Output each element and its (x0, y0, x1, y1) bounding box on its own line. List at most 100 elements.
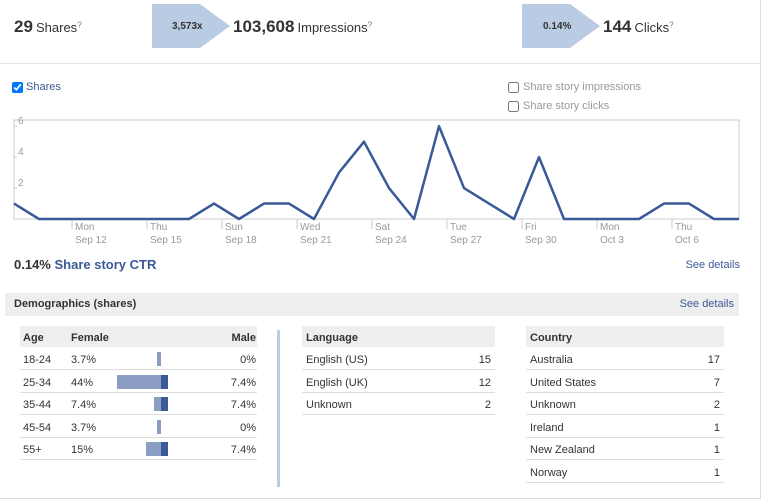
th: Country (530, 332, 573, 344)
row-line (526, 414, 724, 416)
count: 1 (713, 444, 720, 457)
count: 2 (484, 399, 491, 412)
name: Unknown (530, 399, 576, 412)
header-bg (20, 326, 257, 347)
row-line (526, 436, 724, 438)
male-bar (161, 397, 169, 412)
x-tick-label: Oct 3 (600, 235, 624, 246)
ratio: 0.14% (543, 21, 572, 32)
count: 17 (707, 354, 720, 366)
x-tick-label: Sep 21 (300, 235, 332, 246)
name: Ireland (530, 421, 564, 434)
divider (0, 63, 760, 64)
age: 35-44 (23, 399, 52, 412)
row-line (20, 414, 257, 416)
x-tick-label: Thu (675, 222, 692, 233)
x-tick-label: Thu (150, 222, 167, 233)
plot-area (13, 119, 740, 220)
x-tick-label: Wed (300, 222, 320, 233)
x-tick-label: Sep 15 (150, 235, 182, 246)
x-tick-label: Sat (375, 222, 390, 233)
row-line (526, 369, 724, 370)
x-tick-label: Sep 18 (225, 235, 257, 246)
label: Impressions (297, 20, 368, 35)
count: 144 (603, 17, 632, 36)
toggle-label: Share story impressions (523, 81, 641, 93)
count: 15 (478, 354, 491, 366)
see-details[interactable]: See details (685, 259, 740, 271)
header-bg (526, 326, 724, 347)
checkbox[interactable] (508, 100, 519, 112)
row-line (526, 459, 724, 461)
row-line (302, 369, 495, 370)
x-tick-label: Sun (225, 222, 243, 233)
count: 1 (713, 421, 720, 434)
name: English (UK) (306, 376, 368, 389)
x-tick-label: Mon (75, 222, 94, 233)
section-bar (5, 293, 739, 316)
y-tick-label: 2 (18, 178, 24, 189)
row-line (20, 391, 257, 393)
row-line (20, 459, 257, 461)
row-line (302, 391, 495, 393)
row-line (302, 414, 495, 416)
count: 12 (478, 376, 491, 389)
toggle[interactable]: Shares (12, 81, 61, 93)
male-bar (161, 442, 169, 457)
male-label: 0% (240, 421, 256, 434)
checkbox[interactable] (12, 81, 23, 93)
shares-stat: 29 Shares? (14, 17, 82, 37)
male-label: 7.4% (230, 444, 256, 457)
row-line (526, 391, 724, 393)
female-label: 7.4% (71, 399, 97, 412)
male-label: 7.4% (230, 399, 256, 412)
help[interactable]: ? (669, 20, 674, 30)
toggle-label: Share story clicks (523, 100, 610, 112)
count: 29 (14, 17, 33, 36)
label: Shares (35, 20, 78, 35)
ctr-label: Share story CTR (54, 257, 157, 272)
th: Age (23, 332, 44, 344)
male-bar (161, 374, 169, 389)
female-label: 3.7% (71, 354, 97, 366)
toggle[interactable]: Share story clicks (508, 100, 609, 112)
x-tick-label: Sep 27 (450, 235, 482, 246)
name: United States (530, 376, 597, 389)
header-bg (302, 326, 495, 347)
age: 18-24 (23, 354, 52, 366)
female-bar (117, 374, 161, 389)
name: Australia (530, 354, 573, 366)
see-details[interactable]: See details (679, 298, 734, 310)
toggle-label: Shares (26, 81, 61, 93)
ctr: 0.14% Share story CTR (14, 257, 156, 272)
ctr-value: 0.14% (14, 257, 51, 272)
x-tick-label: Oct 6 (675, 235, 699, 246)
y-tick-label: 6 (18, 116, 24, 127)
arrow (152, 4, 230, 48)
row-line (20, 369, 257, 370)
row-line (526, 482, 724, 483)
clicks-stat: 144 Clicks? (603, 17, 674, 37)
female-bar (146, 442, 161, 457)
x-tick-label: Fri (525, 222, 537, 233)
th: Language (306, 332, 358, 344)
checkbox[interactable] (508, 81, 519, 93)
count: 103,608 (233, 17, 295, 36)
x-tick-label: Mon (600, 222, 619, 233)
section-title: Demographics (shares) (14, 298, 137, 310)
help[interactable]: ? (367, 20, 373, 30)
count: 2 (713, 399, 720, 412)
age: 25-34 (23, 376, 52, 389)
count: 7 (713, 376, 720, 389)
female-label: 44% (71, 376, 94, 389)
name: Norway (530, 467, 568, 479)
chart: 2 4 6 Mon Sep 12 Thu Sep 15 Sun Sep 18 Wed Sep 21 S… (13, 116, 740, 246)
name: English (US) (306, 354, 368, 366)
age: 45-54 (23, 421, 52, 434)
toggle[interactable]: Share story impressions (508, 81, 641, 93)
x-tick-label: Sep 24 (375, 235, 407, 246)
ratio: 3,573x (172, 21, 203, 32)
help[interactable]: ? (77, 20, 82, 30)
male-label: 7.4% (230, 376, 256, 389)
